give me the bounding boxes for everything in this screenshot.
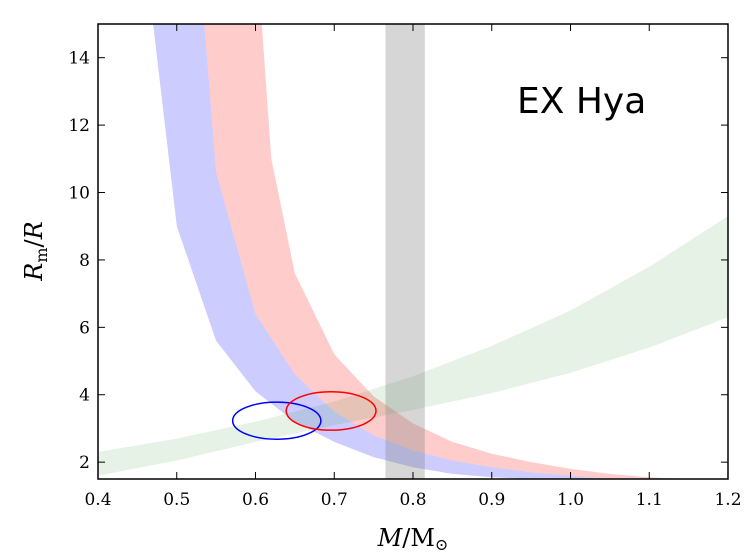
y-tick-label: 6: [79, 318, 90, 338]
y-tick-label: 10: [68, 184, 90, 204]
axis-ticks: 0.4 0.5 0.6 0.7 0.8 0.9 1.0 1.1 1.2 2 4 6 8 10 12 14: [68, 24, 742, 510]
green-band: [98, 216, 728, 476]
x-tick-label: 0.4: [84, 490, 111, 510]
red-ellipse: [285, 390, 377, 431]
blue-band: [153, 24, 610, 479]
blue-ellipse: [231, 401, 322, 440]
y-tick-label: 12: [68, 116, 90, 136]
x-tick-label: 0.6: [242, 490, 269, 510]
x-tick-label: 0.8: [399, 490, 426, 510]
x-tick-label: 0.9: [478, 490, 505, 510]
y-label-italic1: R: [20, 263, 48, 282]
x-tick-label: 1.1: [636, 490, 663, 510]
x-label-sep: /: [402, 524, 411, 552]
x-axis-label: M/M⊙: [377, 524, 449, 554]
x-label-sub: ⊙: [435, 535, 448, 554]
plot-area: [98, 24, 728, 479]
x-tick-label: 0.7: [321, 490, 348, 510]
y-axis-label: Rm/R: [20, 221, 51, 281]
y-label-sep: /: [20, 238, 48, 247]
grey-vertical-band: [385, 24, 425, 479]
y-tick-label: 14: [68, 49, 90, 69]
annotation-label: EX Hya: [517, 81, 646, 122]
y-tick-label: 2: [79, 453, 90, 473]
x-label-roman: M: [410, 524, 435, 552]
y-tick-label: 8: [79, 251, 90, 271]
x-tick-label: 1.2: [714, 490, 741, 510]
y-label-sub: m: [32, 247, 51, 262]
y-label-italic2: R: [20, 221, 48, 240]
x-tick-label: 1.0: [557, 490, 584, 510]
y-tick-label: 4: [79, 386, 90, 406]
x-tick-label: 0.5: [163, 490, 190, 510]
x-label-italic: M: [377, 524, 404, 552]
red-band: [204, 24, 689, 479]
